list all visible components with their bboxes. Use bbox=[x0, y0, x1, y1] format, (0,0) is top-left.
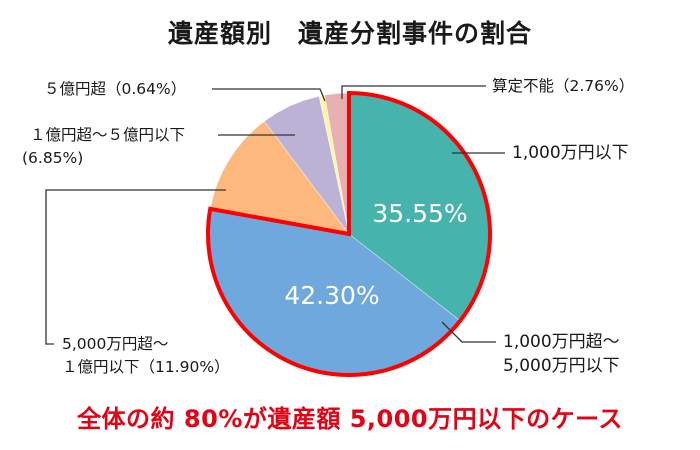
leader-line-1000man-5000man bbox=[441, 321, 496, 343]
legend-label-1000man-5000man-1: 1,000万円超〜 bbox=[503, 332, 620, 352]
legend-label-1000man: 1,000万円以下 bbox=[512, 143, 629, 163]
legend-label-5000man-1oku-1: 5,000万円超〜 bbox=[62, 335, 169, 353]
leader-line-5000man-1oku bbox=[45, 189, 226, 345]
leader-line-5oku bbox=[212, 88, 326, 102]
legend-label-1000man-5000man-2: 5,000万円以下 bbox=[503, 356, 620, 376]
legend-label-5000man-1oku-2: １億円以下（11.90%） bbox=[62, 358, 230, 376]
legend-label-1oku-5oku: １億円超〜５億円以下 bbox=[30, 126, 186, 144]
leader-lines bbox=[45, 85, 505, 345]
slice-label-35: 35.55% bbox=[372, 199, 467, 228]
legend-label-5oku: ５億円超（0.64%） bbox=[44, 80, 187, 98]
leader-line-santei-funou bbox=[341, 85, 486, 99]
legend-label-santei-funou: 算定不能（2.76%） bbox=[492, 77, 635, 95]
pie-slices bbox=[206, 90, 492, 377]
pie-slice-2 bbox=[209, 120, 350, 235]
slice-label-42: 42.30% bbox=[284, 281, 379, 310]
summary-caption: 全体の約 80%が遺産額 5,000万円以下のケース bbox=[77, 405, 623, 433]
highlight-outline bbox=[206, 90, 492, 377]
legend-label-1oku-5oku-pct: (6.85%) bbox=[22, 149, 84, 167]
chart-title: 遺産額別 遺産分割事件の割合 bbox=[167, 19, 532, 48]
